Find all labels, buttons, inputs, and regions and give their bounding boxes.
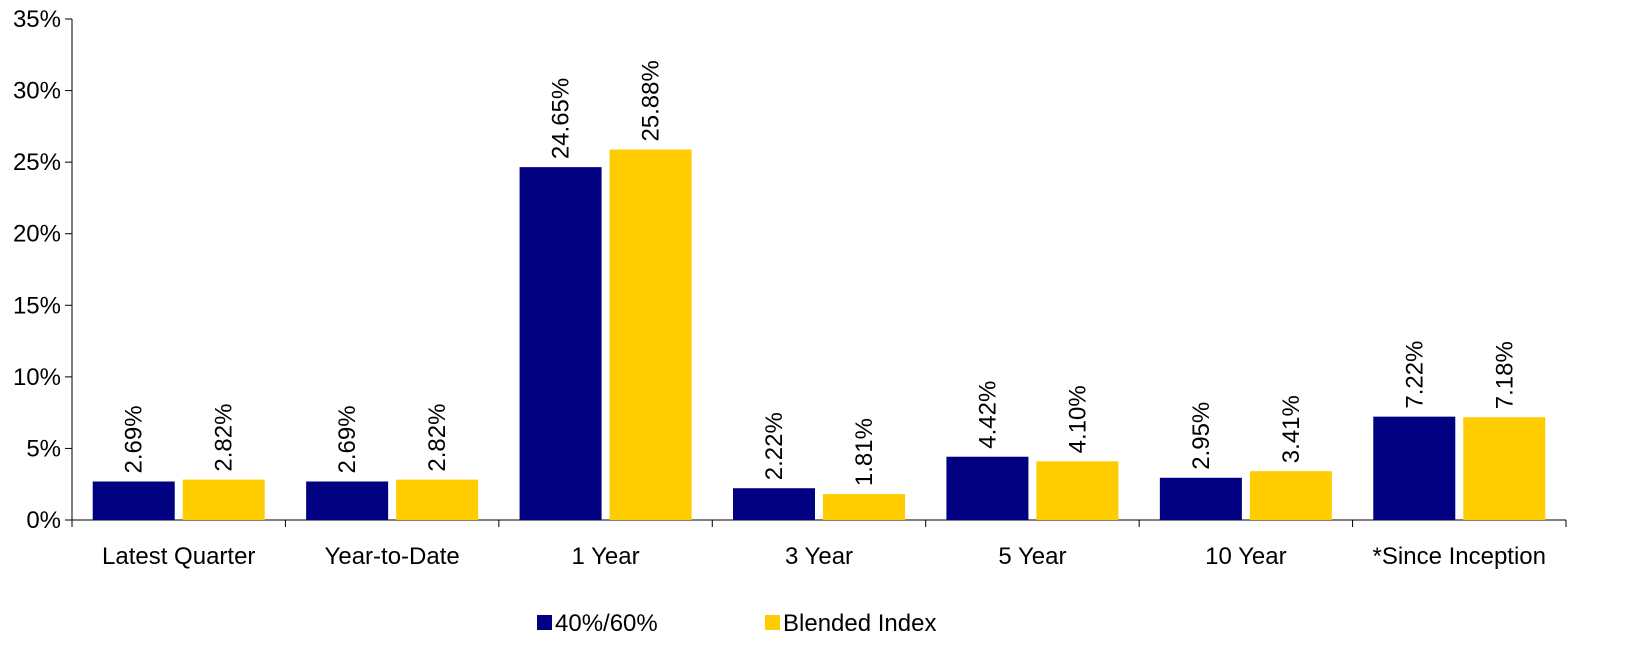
bar (1373, 416, 1456, 520)
y-axis-ticks: 0% 5% 10% 15% 20% 25% 30% 35% (13, 6, 1567, 534)
axes (71, 19, 1566, 521)
y-tick-label: 35% (13, 6, 61, 33)
data-label: 7.22% (1401, 341, 1428, 409)
data-label: 2.95% (1188, 402, 1215, 470)
x-tick-label: 3 Year (785, 543, 853, 570)
y-tick-label: 15% (13, 292, 61, 319)
data-label: 7.18% (1491, 341, 1518, 409)
bar (306, 481, 389, 520)
data-label: 2.22% (761, 412, 788, 480)
data-label: 2.82% (424, 404, 451, 472)
bar (396, 479, 479, 520)
y-tick-label: 5% (26, 435, 61, 462)
bar (733, 488, 815, 520)
bar (1159, 477, 1242, 520)
y-tick-label: 25% (13, 149, 61, 176)
y-tick-label: 30% (13, 78, 61, 105)
bar (823, 494, 905, 520)
x-tick-label: 1 Year (572, 543, 640, 570)
bar (609, 149, 692, 521)
legend: 40%/60% Blended Index (537, 610, 936, 637)
y-tick-label: 20% (13, 221, 61, 248)
data-label: 2.69% (121, 405, 148, 473)
bar (946, 456, 1029, 520)
data-label: 4.10% (1064, 385, 1091, 453)
x-tick-label: *Since Inception (1373, 543, 1546, 570)
bar (1036, 461, 1119, 520)
legend-swatch (765, 615, 780, 630)
x-tick-label: 10 Year (1205, 543, 1286, 570)
x-tick-label: Year-to-Date (325, 543, 460, 570)
data-label: 3.41% (1278, 395, 1305, 463)
bar (1249, 471, 1332, 520)
data-label: 25.88% (638, 60, 665, 141)
bar (92, 481, 175, 520)
bar (519, 167, 602, 520)
legend-swatch (537, 615, 552, 630)
x-tick-label: 5 Year (998, 543, 1066, 570)
data-label: 4.42% (974, 381, 1001, 449)
x-axis-categories: Latest Quarter Year-to-Date 1 Year 3 Year 5 … (102, 543, 1546, 570)
bar (1463, 417, 1546, 520)
data-label: 2.69% (334, 405, 361, 473)
data-label: 1.81% (851, 418, 878, 486)
y-tick-label: 10% (13, 364, 61, 391)
data-labels: 2.69% 2.82% 2.69% 2.82% 24.65% 25.88% 2.22% 1.8… (121, 60, 1519, 486)
data-label: 24.65% (548, 78, 575, 159)
bars (92, 149, 1546, 521)
bar (182, 479, 265, 520)
data-label: 2.82% (211, 404, 238, 472)
y-tick-label: 0% (26, 507, 61, 534)
legend-label: Blended Index (783, 610, 936, 637)
legend-label: 40%/60% (555, 610, 658, 637)
x-tick-label: Latest Quarter (102, 543, 255, 570)
